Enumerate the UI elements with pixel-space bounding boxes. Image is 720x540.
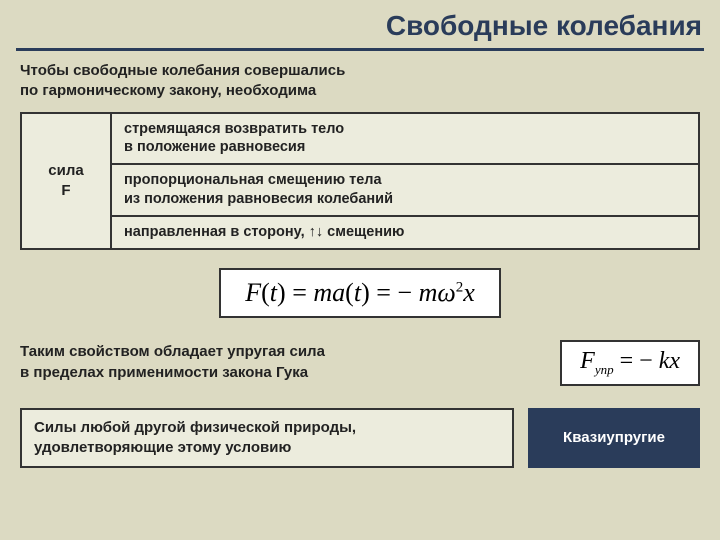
page-title: Свободные колебания — [0, 0, 720, 48]
table-right: стремящаяся возвратить телов положение р… — [112, 114, 698, 248]
elastic-row: Таким свойством обладает упругая сила в … — [20, 340, 700, 386]
bottom-left-l1: Силы любой другой физической природы, — [34, 419, 356, 436]
title-underline — [16, 48, 704, 51]
main-formula: F(t) = ma(t) = − mω2x — [219, 268, 501, 318]
elastic-text-l2: в пределах применимости закона Гука — [20, 364, 308, 381]
bottom-row: Силы любой другой физической природы, уд… — [20, 408, 700, 469]
table-row: стремящаяся возвратить телов положение р… — [112, 114, 698, 166]
table-left-l2: F — [61, 181, 70, 201]
table-left-cell: сила F — [22, 114, 112, 248]
bottom-left-box: Силы любой другой физической природы, уд… — [20, 408, 514, 469]
hooke-formula: Fупр = − kx — [560, 340, 700, 386]
elastic-text: Таким свойством обладает упругая сила в … — [20, 342, 542, 383]
table-left-l1: сила — [48, 161, 83, 181]
table-row: направленная в сторону, ↑↓ смещению — [112, 217, 698, 248]
table-row: пропорциональная смещению телаиз положен… — [112, 165, 698, 217]
quasi-elastic-badge: Квазиупругие — [528, 408, 700, 469]
intro-text: Чтобы свободные колебания совершались по… — [0, 61, 720, 112]
bottom-left-l2: удовлетворяющие этому условию — [34, 439, 291, 456]
main-formula-wrap: F(t) = ma(t) = − mω2x — [0, 268, 720, 318]
intro-line2: по гармоническому закону, необходима — [20, 82, 316, 99]
conditions-table: сила F стремящаяся возвратить телов поло… — [20, 112, 700, 250]
elastic-text-l1: Таким свойством обладает упругая сила — [20, 343, 325, 360]
intro-line1: Чтобы свободные колебания совершались — [20, 62, 345, 79]
